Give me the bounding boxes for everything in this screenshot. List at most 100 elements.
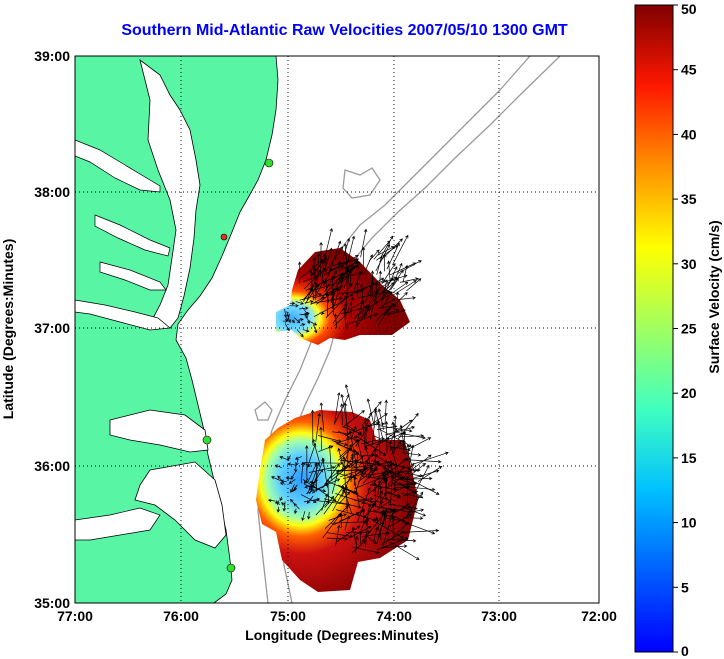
velocity-arrow xyxy=(406,437,432,451)
velocity-arrow xyxy=(397,412,419,440)
velocity-arrow xyxy=(336,443,357,453)
velocity-arrow xyxy=(267,498,276,503)
velocity-arrow xyxy=(271,476,281,481)
velocity-arrow xyxy=(302,462,310,466)
velocity-arrow xyxy=(323,486,345,515)
velocity-arrow xyxy=(354,300,364,329)
velocity-arrow xyxy=(393,262,403,283)
velocity-arrow xyxy=(291,319,296,324)
velocity-arrow xyxy=(276,506,281,513)
velocity-arrow xyxy=(403,516,424,520)
rappahannock-river xyxy=(94,214,171,257)
velocity-arrow xyxy=(352,474,360,508)
velocity-arrow xyxy=(400,471,424,478)
velocity-arrow xyxy=(304,314,308,320)
velocity-arrow xyxy=(355,427,368,447)
velocity-arrow xyxy=(300,323,306,327)
velocity-arrow xyxy=(305,445,309,482)
velocity-arrow xyxy=(356,435,387,456)
velocity-arrow xyxy=(340,459,364,465)
velocity-arrow xyxy=(387,514,413,528)
velocity-arrow xyxy=(342,290,358,302)
velocity-arrow xyxy=(402,264,409,283)
colorbar-tick-label: 50 xyxy=(681,1,697,17)
x-tick-label: 72:00 xyxy=(581,608,617,624)
y-tick-label: 36:00 xyxy=(34,458,70,474)
velocity-arrow xyxy=(401,492,421,499)
velocity-arrow xyxy=(393,482,418,486)
velocity-arrow xyxy=(294,466,298,473)
velocity-arrow xyxy=(339,512,344,528)
velocity-arrow xyxy=(408,523,436,535)
velocity-arrow xyxy=(375,302,395,322)
velocity-arrow xyxy=(294,456,302,460)
velocity-arrow xyxy=(343,243,348,268)
station-marker xyxy=(264,158,274,168)
x-tick-label: 73:00 xyxy=(481,608,517,624)
colorbar-tick-label: 5 xyxy=(681,579,689,595)
velocity-arrow xyxy=(367,453,378,478)
velocity-arrow xyxy=(313,300,344,318)
velocity-arrow xyxy=(324,505,349,530)
velocity-arrow xyxy=(335,524,341,546)
velocity-arrow xyxy=(392,280,417,296)
velocity-arrow xyxy=(381,544,408,548)
colorbar-tick-label: 15 xyxy=(681,450,697,466)
velocity-arrow xyxy=(385,492,401,498)
velocity-arrow xyxy=(383,465,387,481)
velocity-arrow xyxy=(339,439,360,458)
velocity-arrow xyxy=(331,288,336,316)
velocity-arrow xyxy=(275,502,281,506)
velocity-arrow xyxy=(342,237,351,259)
velocity-arrow xyxy=(368,249,380,262)
velocity-arrow xyxy=(296,329,304,338)
velocity-arrow xyxy=(372,490,383,508)
velocity-arrow xyxy=(390,542,420,560)
velocity-arrow xyxy=(321,457,328,488)
velocity-arrow xyxy=(402,439,415,473)
velocity-arrow xyxy=(340,403,344,426)
velocity-arrow xyxy=(315,279,325,296)
velocity-arrow xyxy=(347,235,356,263)
velocity-arrow xyxy=(373,526,379,542)
velocity-arrow xyxy=(316,252,321,286)
velocity-arrow xyxy=(375,516,382,542)
velocity-arrow xyxy=(279,456,290,461)
velocity-arrow xyxy=(350,460,380,479)
x-axis-label: Longitude (Degrees:Minutes) xyxy=(245,627,439,643)
mainland xyxy=(75,56,279,603)
velocity-arrow xyxy=(307,320,318,326)
velocity-arrow xyxy=(406,508,425,513)
velocity-arrow xyxy=(361,437,385,445)
velocity-arrow xyxy=(344,384,355,418)
velocity-arrow xyxy=(334,394,350,424)
x-tick-label: 74:00 xyxy=(376,608,412,624)
velocity-arrow xyxy=(310,296,326,305)
velocity-arrow xyxy=(284,323,290,332)
velocity-arrow xyxy=(384,477,388,497)
velocity-arrow xyxy=(338,491,351,504)
velocity-arrow xyxy=(324,246,344,273)
station-marker xyxy=(220,233,228,241)
velocity-arrow xyxy=(407,462,426,478)
velocity-arrow xyxy=(351,539,366,554)
velocity-arrow xyxy=(293,317,301,324)
velocity-arrow xyxy=(337,447,344,468)
map-title: Southern Mid-Atlantic Raw Velocities 200… xyxy=(121,22,568,39)
velocity-arrow xyxy=(329,465,347,479)
velocity-arrow xyxy=(327,532,354,538)
velocity-arrow xyxy=(351,460,390,469)
velocity-arrow xyxy=(400,528,440,533)
colorbar-tick-label: 25 xyxy=(681,321,697,337)
velocity-arrow xyxy=(366,479,387,496)
velocity-arrow xyxy=(309,480,317,485)
velocity-arrow xyxy=(392,234,409,265)
velocity-arrow xyxy=(341,305,369,314)
velocity-arrow xyxy=(386,242,400,270)
velocity-arrow xyxy=(333,313,338,329)
velocity-arrow xyxy=(313,324,318,334)
y-axis: 39:00 38:00 37:00 36:00 35:00 Latitude (… xyxy=(0,48,70,611)
velocity-arrow xyxy=(417,466,443,482)
